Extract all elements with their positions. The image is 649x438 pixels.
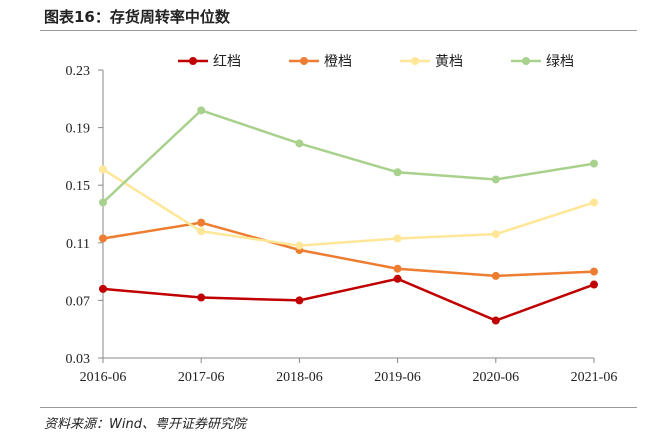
data-point	[295, 139, 304, 148]
legend-marker	[300, 57, 308, 65]
data-point	[491, 175, 500, 184]
y-tick-label: 0.07	[66, 294, 91, 309]
y-tick-label: 0.11	[66, 237, 90, 252]
y-tick-label: 0.03	[66, 352, 91, 367]
legend-label: 绿档	[546, 54, 574, 70]
x-tick-label: 2018-06	[276, 370, 323, 385]
data-point	[197, 227, 206, 236]
legend-marker	[411, 57, 419, 65]
source-note: 资料来源：Wind、粤开证券研究院	[44, 417, 246, 432]
series-line-3	[102, 108, 595, 204]
data-point	[197, 106, 206, 115]
figure-title: 图表16：存货周转率中位数	[44, 8, 230, 26]
series-line-1	[102, 221, 595, 278]
data-point	[590, 267, 598, 276]
legend-label: 橙档	[324, 54, 352, 70]
series-line-0	[102, 277, 595, 322]
data-point	[295, 241, 304, 250]
data-point	[590, 198, 598, 207]
x-tick-label: 2021-06	[571, 370, 618, 385]
y-tick-label: 0.15	[66, 179, 91, 194]
x-tick-label: 2016-06	[80, 370, 127, 385]
data-point	[491, 271, 500, 280]
legend-marker	[522, 57, 530, 65]
data-point	[99, 198, 107, 207]
data-point	[197, 293, 206, 302]
data-point	[99, 234, 107, 243]
source-divider	[40, 407, 637, 408]
data-point	[99, 284, 107, 293]
title-divider	[40, 30, 637, 31]
x-tick-label: 2019-06	[374, 370, 421, 385]
data-point	[491, 316, 500, 325]
legend-marker	[189, 57, 197, 65]
x-tick-label: 2017-06	[178, 370, 225, 385]
data-point	[590, 280, 598, 289]
data-point	[99, 165, 107, 174]
data-point	[197, 218, 206, 227]
data-point	[393, 274, 402, 283]
y-tick-label: 0.23	[66, 64, 91, 79]
x-tick-label: 2020-06	[472, 370, 519, 385]
data-point	[295, 296, 304, 305]
data-point	[393, 168, 402, 177]
data-point	[393, 264, 402, 273]
legend-label: 红档	[213, 54, 241, 70]
legend-label: 黄档	[435, 53, 463, 70]
y-tick-label: 0.19	[66, 122, 91, 137]
series-line-2	[102, 168, 595, 247]
data-point	[590, 159, 598, 168]
data-point	[491, 230, 500, 239]
data-point	[393, 234, 402, 243]
